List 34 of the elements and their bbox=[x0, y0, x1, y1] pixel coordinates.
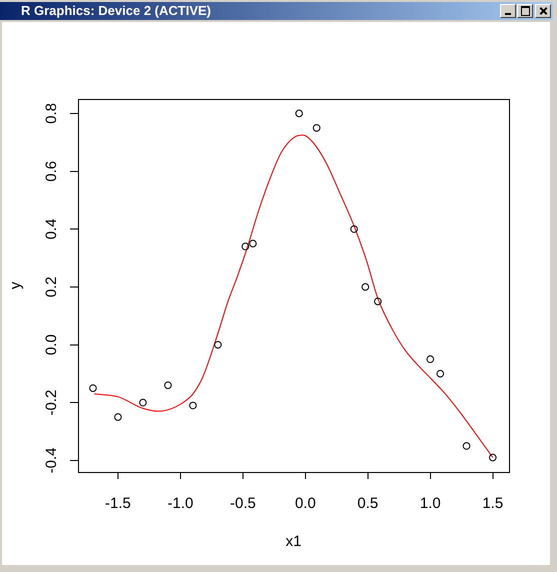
x-tick-label: 0.5 bbox=[357, 495, 378, 512]
x-tick-label: 1.5 bbox=[482, 495, 504, 512]
x-tick-label: -1.0 bbox=[168, 495, 194, 512]
point bbox=[436, 370, 444, 378]
point bbox=[362, 283, 370, 291]
point bbox=[426, 355, 434, 364]
point bbox=[462, 442, 470, 450]
y-tick-label: 0.8 bbox=[43, 103, 60, 124]
point bbox=[374, 298, 382, 306]
y-tick-label: -0.2 bbox=[43, 390, 60, 416]
point bbox=[164, 381, 172, 390]
x-axis-title: x1 bbox=[286, 533, 302, 550]
y-tick-label: 0.2 bbox=[43, 276, 60, 298]
text: R Graphics: Device 2 (ACTIVE) bbox=[21, 3, 211, 19]
y-tick-label: 0.4 bbox=[43, 218, 60, 240]
y-axis-title: y bbox=[7, 281, 24, 290]
point bbox=[295, 110, 303, 118]
point bbox=[249, 240, 257, 248]
point bbox=[89, 384, 97, 392]
point bbox=[189, 402, 197, 410]
point bbox=[139, 398, 147, 406]
point bbox=[488, 454, 497, 462]
x-tick-label: -0.5 bbox=[230, 495, 256, 512]
point bbox=[114, 413, 122, 421]
point bbox=[242, 242, 250, 250]
point bbox=[350, 225, 358, 233]
y-tick-label: -0.4 bbox=[43, 448, 60, 474]
x-tick-label: 0.0 bbox=[294, 495, 316, 512]
point bbox=[312, 124, 320, 132]
x-tick-label: 1.0 bbox=[420, 495, 441, 512]
y-tick-label: 0.6 bbox=[43, 160, 60, 182]
x-tick-label: -1.5 bbox=[105, 495, 131, 512]
y-tick-label: 0.0 bbox=[43, 334, 60, 356]
point bbox=[214, 340, 222, 349]
